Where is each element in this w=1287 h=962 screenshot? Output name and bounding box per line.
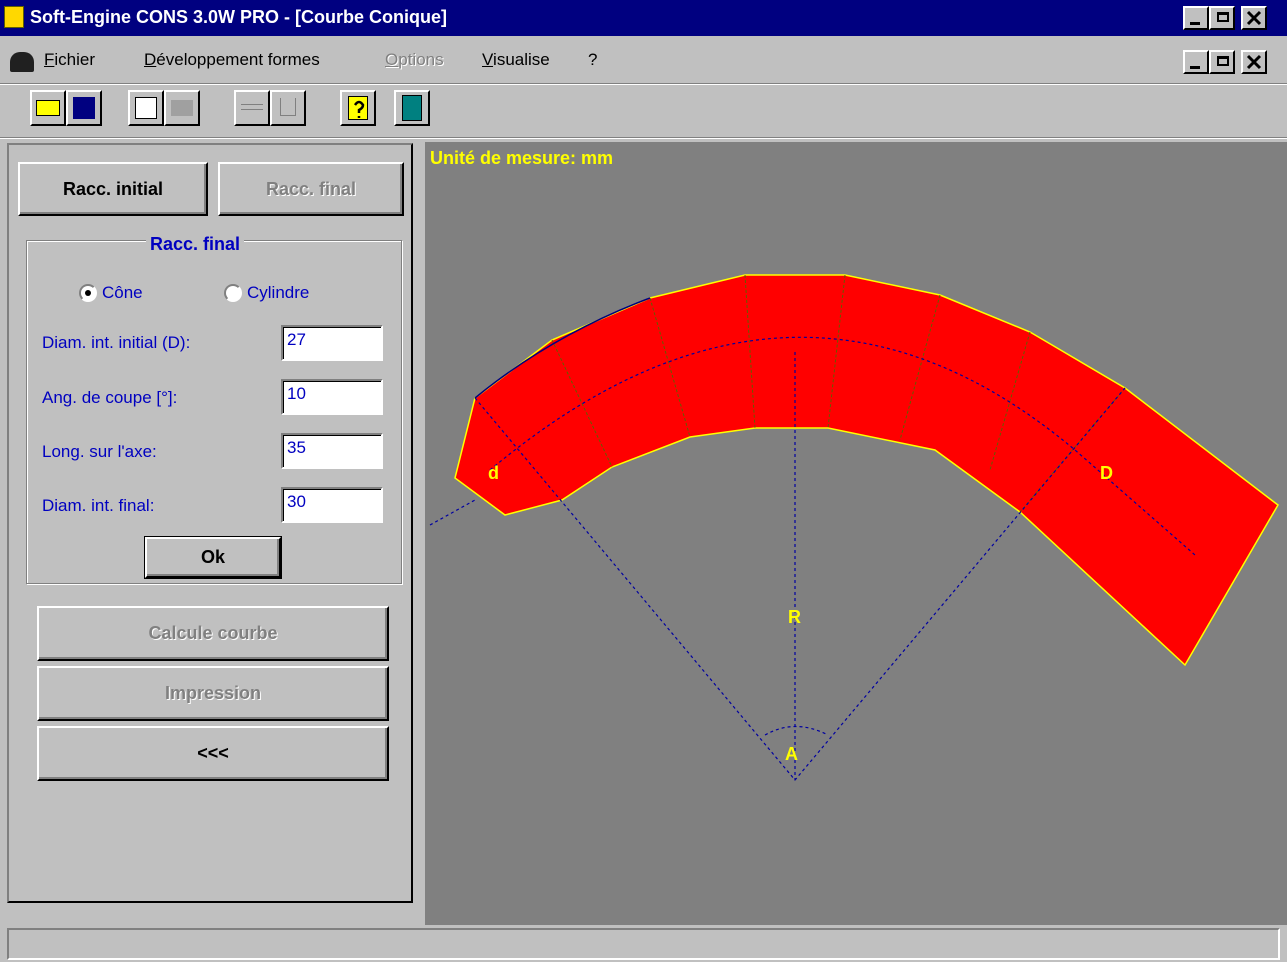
menu-item: Options [385,50,444,69]
doc-close[interactable] [1241,50,1267,74]
close-button[interactable] [1241,6,1267,30]
tab-button: Racc. final [218,162,404,216]
action-button[interactable]: <<< [37,726,389,781]
menu-item[interactable]: Développement formes [144,50,320,69]
separator [0,137,1287,139]
ok-button[interactable]: Ok [144,536,282,579]
shape-label: A [785,744,798,764]
print-tool [164,90,200,126]
field-label: Diam. int. initial (D): [42,333,191,352]
segment-lines [551,274,1126,513]
menu-item[interactable]: Fichier [44,50,96,69]
props-tool[interactable] [128,90,164,126]
radio[interactable] [224,284,242,302]
minimize-button[interactable] [1183,6,1209,30]
text-input[interactable]: 27 [281,325,383,361]
shape-label: d [488,463,499,483]
field-label: Long. sur l'axe: [42,442,157,461]
text-input[interactable]: 35 [281,433,383,469]
radio-selected[interactable] [79,284,97,302]
doc-restore[interactable] [1209,50,1235,74]
menu-item[interactable]: Visualise [482,50,550,69]
group-title: Racc. final [146,234,245,255]
drawing-canvas: d D R A Unité de mesure: mm [425,142,1287,925]
exit-tool[interactable] [394,90,430,126]
restore-button[interactable] [1209,6,1235,30]
text-input[interactable]: 10 [281,379,383,415]
radio-label[interactable]: Cylindre [247,283,310,302]
separator [0,83,1287,85]
developed-shape [454,274,1279,667]
unit-label: Unité de mesure: mm [430,148,613,168]
control-panel [7,143,413,903]
radio-label[interactable]: Cône [102,283,143,302]
save-tool[interactable] [66,90,102,126]
outer-edge [474,297,651,399]
app-icon [4,6,24,28]
shape-label: R [788,607,801,627]
status-bar [7,928,1280,960]
field-label: Diam. int. final: [42,496,155,515]
open-tool[interactable] [30,90,66,126]
field-label: Ang. de coupe [°]: [42,388,178,407]
doc-minimize[interactable] [1183,50,1209,74]
title-bar: Soft-Engine CONS 3.0W PRO - [Courbe Coni… [0,0,1287,36]
text-input[interactable]: 30 [281,487,383,523]
action-button: Calcule courbe [37,606,389,661]
action-button: Impression [37,666,389,721]
shape-label: D [1100,463,1113,483]
tab-button[interactable]: Racc. initial [18,162,208,216]
window-title: Soft-Engine CONS 3.0W PRO - [Courbe Coni… [30,7,447,27]
tool [234,90,270,126]
help-tool[interactable] [340,90,376,126]
tool [270,90,306,126]
menu-item[interactable]: ? [588,50,598,69]
construction-lines [429,336,1196,781]
doc-icon [10,52,34,72]
